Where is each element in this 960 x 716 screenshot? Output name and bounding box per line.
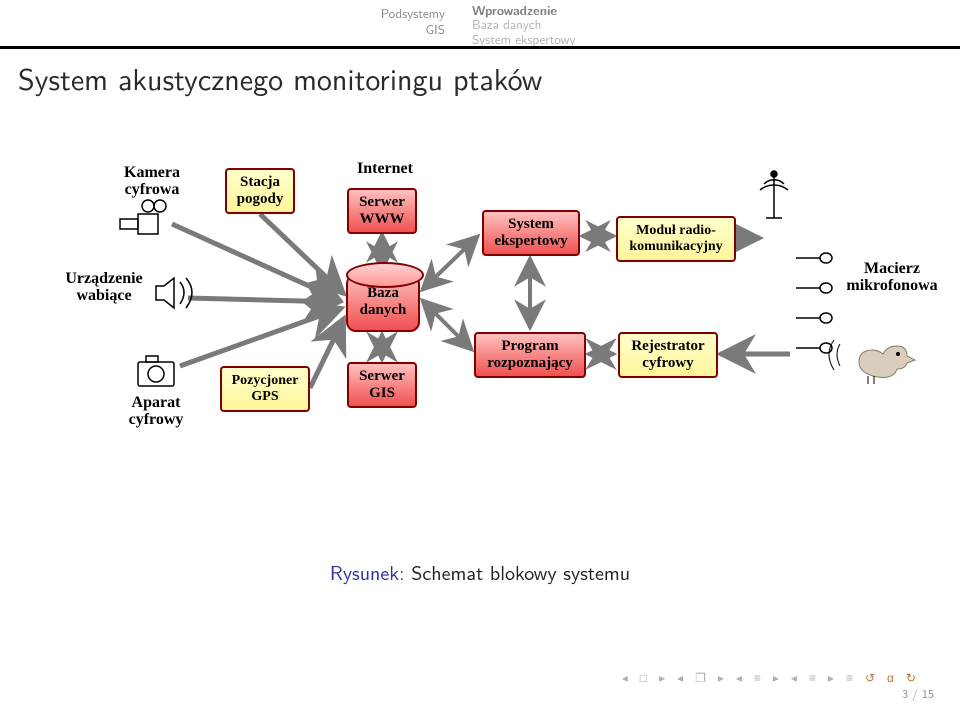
box-serwer_www-label: Serwer WWW <box>359 194 405 228</box>
label-internet: Internet <box>340 160 430 177</box>
nav-prev-sec-icon[interactable]: ◂ ≡ ▸ <box>791 668 838 686</box>
header-right: Wprowadzenie Baza danych System eksperto… <box>472 2 772 47</box>
antenna-icon <box>760 171 788 218</box>
header-right-line3: System ekspertowy <box>472 32 772 47</box>
label-macierz: Macierz mikrofonowa <box>842 260 942 294</box>
box-stacja: Stacja pogody <box>225 168 295 214</box>
arrow-0 <box>172 224 340 300</box>
page-number: 3 / 15 <box>902 684 934 702</box>
nav-prev-frame-icon[interactable]: ◂ ❐ ▸ <box>677 668 728 686</box>
nav-prev-slide-icon[interactable]: ◂ □ ▸ <box>622 668 669 686</box>
arrow-8 <box>422 236 478 290</box>
box-system_eksp: System ekspertowy <box>482 210 580 256</box>
box-serwer_gis: Serwer GIS <box>347 362 417 408</box>
slide-title: System akustycznego monitoringu ptaków <box>18 56 542 100</box>
arrow-4 <box>310 318 344 388</box>
box-serwer_www: Serwer WWW <box>347 188 417 234</box>
nav-prev-subsec-icon[interactable]: ◂ ≡ ▸ <box>736 668 783 686</box>
slide-header: Podsystemy GIS Wprowadzenie Baza danych … <box>0 0 960 46</box>
box-stacja-label: Stacja pogody <box>237 174 284 208</box>
mic-array-icon <box>796 253 832 353</box>
speaker-icon <box>156 278 192 308</box>
header-left-line2: GIS <box>0 22 445 38</box>
caption-text: Schemat blokowy systemu <box>411 558 630 587</box>
box-pozycjoner: Pozycjoner GPS <box>220 366 310 412</box>
header-rule <box>0 46 960 49</box>
box-serwer_gis-label: Serwer GIS <box>359 368 405 402</box>
box-modul_radio: Moduł radio- komunikacyjny <box>616 216 736 262</box>
box-pozycjoner-label: Pozycjoner GPS <box>232 373 299 405</box>
box-program: Program rozpoznający <box>474 332 586 378</box>
video-camera-icon <box>120 200 166 234</box>
arrow-2 <box>180 308 342 366</box>
arrow-1 <box>188 298 340 302</box>
bird-icon <box>829 340 915 384</box>
label-kamera: Kamera cyfrowa <box>112 164 192 198</box>
box-baza-label: Baza danych <box>360 285 407 319</box>
label-aparat: Aparat cyfrowy <box>116 394 196 428</box>
arrow-7 <box>422 300 472 350</box>
label-urzadzenie: Urządzenie wabiące <box>54 270 154 304</box>
box-program-label: Program rozpoznający <box>487 338 573 372</box>
box-rejestrator-label: Rejestrator cyfrowy <box>631 338 704 372</box>
header-left: Podsystemy GIS <box>0 6 445 38</box>
block-diagram: Stacja pogody Serwer WWW System ekspertowy… <box>60 150 930 470</box>
box-modul_radio-label: Moduł radio- komunikacyjny <box>629 223 722 255</box>
header-left-line1: Podsystemy <box>0 6 445 22</box>
box-baza: Baza danych <box>346 274 420 332</box>
figure-caption: Rysunek: Schemat blokowy systemu <box>0 558 960 587</box>
nav-goto-icon[interactable]: ≡ <box>846 668 857 686</box>
box-system_eksp-label: System ekspertowy <box>494 216 567 250</box>
box-rejestrator: Rejestrator cyfrowy <box>618 332 718 378</box>
photo-camera-icon <box>138 356 174 386</box>
beamer-nav[interactable]: ◂ □ ▸ ◂ ❐ ▸ ◂ ≡ ▸ ◂ ≡ ▸ ≡ ↺ α ↻ <box>622 668 920 686</box>
caption-label: Rysunek: <box>330 558 405 587</box>
